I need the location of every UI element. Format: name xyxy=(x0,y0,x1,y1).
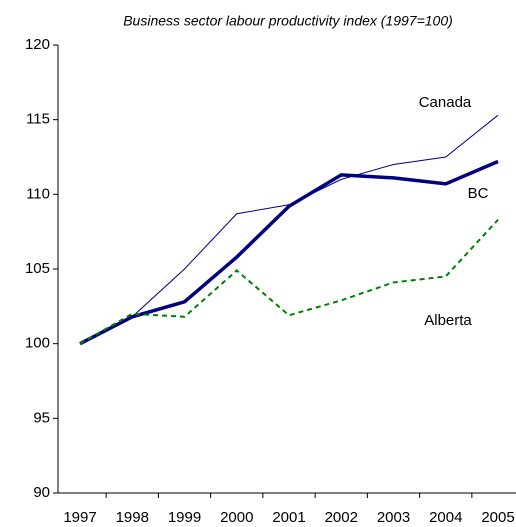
series-label: Canada xyxy=(419,94,472,111)
y-tick-label: 115 xyxy=(26,111,50,128)
y-tick-label: 110 xyxy=(26,185,50,202)
x-tick-label: 2004 xyxy=(429,509,462,526)
x-tick-label: 2003 xyxy=(377,509,410,526)
series-label: Alberta xyxy=(424,312,472,329)
x-tick-label: 1997 xyxy=(63,509,96,526)
x-tick-label: 2002 xyxy=(325,509,358,526)
chart-title: Business sector labour productivity inde… xyxy=(123,13,453,29)
series-line xyxy=(79,159,499,346)
x-tick-label: 2001 xyxy=(272,509,305,526)
x-tick-label: 2005 xyxy=(481,509,514,526)
x-tick-label: 2000 xyxy=(220,509,253,526)
y-tick-label: 100 xyxy=(25,335,50,352)
series-label: BC xyxy=(468,185,489,202)
x-tick-label: 1999 xyxy=(168,509,201,526)
y-tick-label: 90 xyxy=(33,484,50,501)
y-tick-label: 120 xyxy=(25,36,50,53)
y-tick-label: 95 xyxy=(33,409,50,426)
series-line xyxy=(79,114,499,345)
y-tick-label: 105 xyxy=(25,260,50,277)
x-tick-label: 1998 xyxy=(116,509,149,526)
